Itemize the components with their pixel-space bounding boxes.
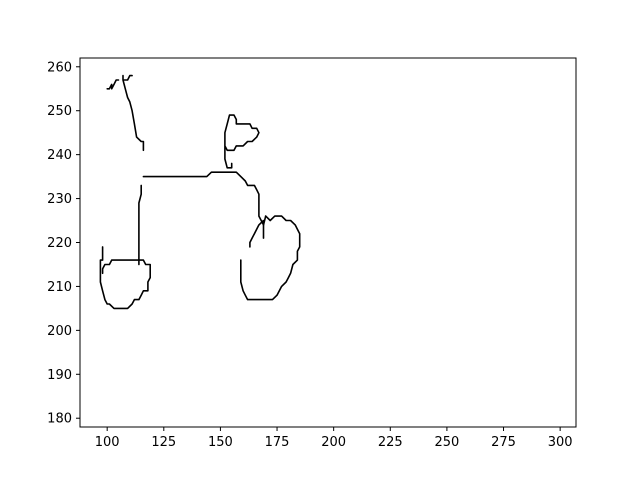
y-tick-label: 190 [47,368,72,383]
series-line-front-wheel [99,246,151,310]
series-line-rear-wheel-outline [240,215,301,301]
y-tick-label: 230 [47,192,72,207]
y-tick-label: 250 [47,104,72,119]
x-tick-label: 125 [151,435,176,450]
x-tick-label: 100 [95,435,120,450]
y-tick-label: 260 [47,60,72,75]
x-tick-label: 200 [321,435,346,450]
y-tick-label: 210 [47,280,72,295]
series-line-front-fork [138,184,142,266]
series-line-frame [142,171,267,226]
y-tick-label: 180 [47,412,72,427]
y-tick-label: 200 [47,324,72,339]
y-tick-label: 240 [47,148,72,163]
x-tick-label: 175 [265,435,290,450]
series-line-handlebar-grip [106,79,120,90]
y-tick-label: 220 [47,236,72,251]
x-axis: 100 125 150 175 200 225 250 275 300 [95,427,573,450]
x-tick-label: 275 [491,435,516,450]
x-tick-label: 225 [378,435,403,450]
x-tick-label: 300 [548,435,573,450]
y-axis: 180 190 200 210 220 230 240 250 260 [47,60,80,427]
series-line-seat [224,114,260,169]
series-line-rear-wheel [249,219,265,248]
series-line-handlebar [122,74,145,152]
plot-lines [99,74,301,310]
x-tick-label: 250 [434,435,459,450]
x-tick-label: 150 [208,435,233,450]
